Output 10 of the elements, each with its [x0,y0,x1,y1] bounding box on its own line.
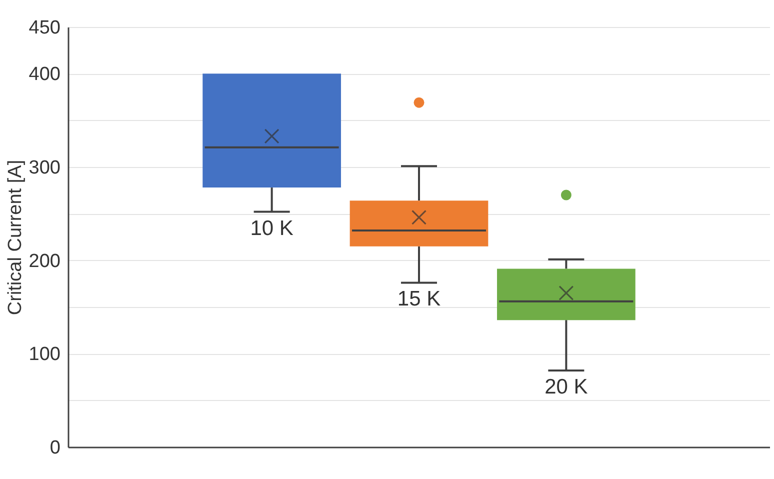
series-label: 10 K [250,216,294,240]
y-tick-label: 200 [28,250,60,272]
y-tick-label: 400 [28,64,60,86]
y-tick-label: 100 [28,344,60,366]
series-label: 15 K [397,288,441,311]
y-axis-title: Critical Current [A] [4,160,26,316]
text: 20 K [544,375,588,398]
y-tick-label: 450 [28,18,60,38]
y-tick-label: 300 [28,158,60,178]
y-tick-label: 0 [50,438,60,458]
